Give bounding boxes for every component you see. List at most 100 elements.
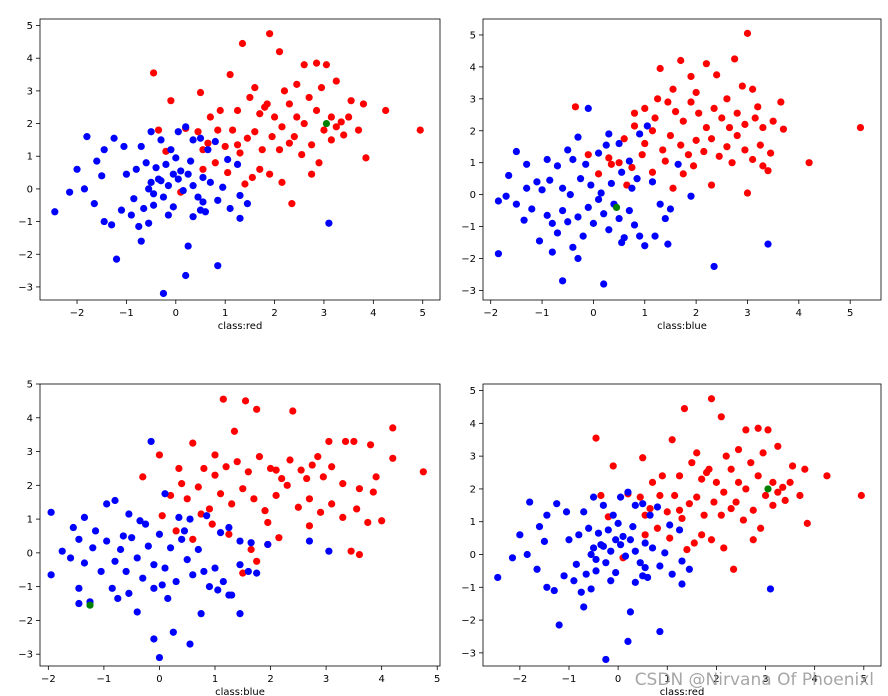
blue-point [147,178,155,186]
blue-point [197,610,205,618]
red-point [764,167,772,175]
blue-point [631,547,639,555]
red-point [298,150,306,159]
y-tick-label: −3 [461,648,476,659]
blue-point [614,519,622,527]
red-point [175,464,183,473]
red-point [196,88,205,97]
red-point [158,512,166,520]
red-point [803,519,811,527]
blue-point [766,585,775,593]
red-point [584,151,592,159]
blue-point [166,544,175,552]
blue-point [520,216,528,224]
blue-point [199,198,207,206]
red-point [256,110,264,118]
red-point [253,405,261,413]
y-tick-label: 4 [470,419,476,430]
y-tick-label: −2 [461,254,476,265]
x-tick-label: −2 [512,674,527,685]
blue-point [125,510,133,518]
y-tick-label: 3 [27,86,33,97]
red-point [154,126,163,134]
red-point [340,131,348,139]
red-point [258,146,266,154]
red-point [779,483,787,491]
y-tick-label: −3 [461,286,476,297]
blue-point [636,559,644,567]
axes-frame [482,18,882,301]
green-point [612,203,621,211]
blue-point [169,628,177,636]
red-point [372,473,380,481]
blue-point [157,136,165,144]
blue-point [100,217,108,226]
blue-point [546,176,554,184]
red-point [155,451,164,459]
blue-point [91,527,100,535]
y-tick-label: 2 [27,481,33,492]
y-tick-label: 1 [27,152,33,163]
red-point [659,146,667,154]
x-tick-label: 1 [642,308,648,319]
y-tick-label: 3 [27,447,33,458]
red-point [654,95,662,103]
blue-point [179,186,187,195]
red-point [337,118,345,126]
blue-point [584,104,592,113]
red-point [720,488,728,496]
blue-point [187,157,195,165]
red-point [172,527,180,535]
blue-point [540,537,549,545]
red-point [211,451,219,459]
red-point [700,511,708,519]
blue-point [186,640,194,648]
blue-point [535,523,544,531]
subplot-1: −2 −1 0 1 2 3 4 5 −3 −2 −1 0 1 2 3 4 5 class:red [18,18,441,332]
red-point [658,472,666,480]
blue-point [167,146,175,154]
blue-point [189,136,197,144]
blue-point [108,221,116,229]
red-point [233,141,242,149]
red-point [239,569,247,577]
red-point [194,483,202,491]
y-tick-label: 5 [470,386,476,397]
blue-point [174,175,182,183]
blue-point [73,165,81,173]
blue-point [203,512,211,520]
blue-point [572,560,580,568]
red-point [320,126,328,134]
red-point [308,461,316,469]
blue-point [169,203,177,211]
red-point [297,466,305,474]
blue-point [184,242,192,250]
red-point [315,159,323,167]
blue-point [605,226,613,234]
blue-point [137,142,145,151]
blue-point [325,219,333,227]
blue-point [137,237,145,245]
blue-point [140,204,148,213]
y-tick-label: −2 [18,616,33,627]
blue-point [103,537,111,545]
red-point [233,458,241,466]
red-point [197,510,205,518]
blue-point [631,501,639,509]
blue-point [710,262,718,271]
red-point [256,165,264,173]
blue-point [211,137,219,146]
blue-point [589,219,598,227]
blue-point [618,238,626,247]
blue-point [625,206,633,215]
red-point [823,472,831,480]
red-point [594,170,603,178]
red-point [679,117,687,125]
blue-point [114,594,122,603]
blue-point [214,586,222,594]
blue-point [149,190,158,198]
blue-point [80,185,89,193]
x-tick-label: 1 [222,308,228,319]
red-point [728,159,736,167]
